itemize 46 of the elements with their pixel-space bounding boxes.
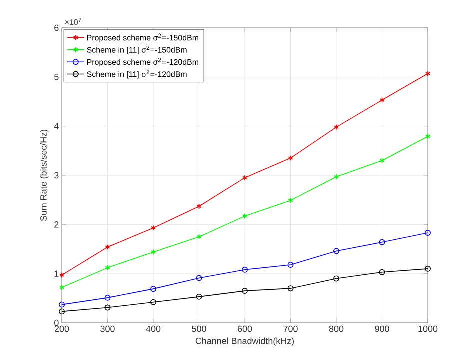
point: [105, 244, 110, 250]
point: [196, 275, 202, 282]
point: [104, 304, 111, 311]
x-tick-label: 700: [284, 326, 298, 332]
point: [196, 204, 202, 210]
y-tick-label: 3: [54, 172, 59, 179]
x-tick-label: 600: [238, 326, 252, 332]
point: [380, 97, 385, 104]
x-tick-label: 200: [54, 326, 70, 332]
point: [380, 158, 385, 164]
point: [104, 294, 111, 301]
point: [196, 234, 202, 240]
point: [334, 174, 340, 180]
x-tick-label: 500: [192, 326, 206, 332]
point: [242, 288, 248, 294]
point: [334, 248, 340, 254]
point: [379, 239, 386, 246]
point: [242, 213, 248, 220]
y-tick-label: 6: [54, 24, 59, 32]
y-tick-label: 1: [54, 270, 59, 277]
y-tick-label: 4: [54, 123, 59, 130]
x-tick-label: 300: [100, 326, 115, 332]
point: [242, 266, 248, 273]
point: [288, 262, 294, 268]
y-axis-title: Sum Rate (bits/sec/Hz): [40, 130, 49, 222]
x-tick-label: 1000: [418, 326, 438, 332]
point: [150, 286, 156, 292]
x-axis-title: Channel Bnadwidth(kHz): [196, 338, 294, 346]
point: [288, 155, 294, 162]
point: [105, 265, 110, 271]
x-tick-label: 800: [329, 326, 344, 332]
y-tick-label: 2: [54, 222, 59, 228]
point: [150, 225, 156, 231]
point: [334, 124, 340, 130]
point: [150, 299, 156, 306]
y-tick-label: 5: [54, 74, 59, 80]
point: [334, 276, 340, 282]
y-tick-label: 0: [54, 320, 59, 326]
point: [150, 249, 156, 256]
x-tick-label: 400: [146, 326, 161, 332]
x-tick-label: 900: [375, 326, 390, 332]
point: [379, 269, 386, 276]
point: [288, 286, 294, 292]
point: [196, 294, 202, 300]
point: [242, 175, 248, 181]
point: [288, 198, 294, 204]
